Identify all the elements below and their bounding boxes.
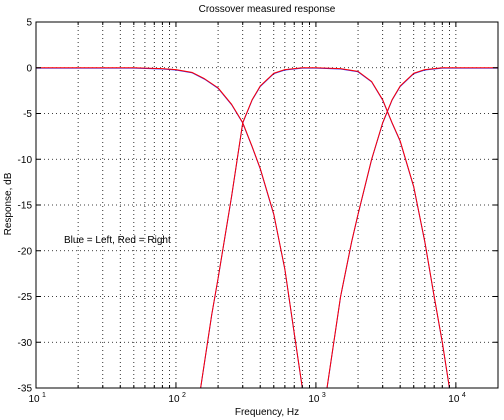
series-line-right-tweeter — [326, 67, 498, 389]
y-tick-label: 0 — [26, 63, 32, 74]
y-tick-label: -20 — [18, 246, 33, 257]
series-line-left-midrange — [200, 67, 450, 389]
chart-title: Crossover measured response — [199, 4, 336, 15]
x-tick-label: 10 — [308, 394, 320, 405]
grid-layer — [36, 22, 498, 388]
y-tick-label: 5 — [26, 18, 32, 29]
x-tick-label: 10 — [448, 394, 460, 405]
series-line-left-tweeter — [326, 67, 498, 389]
x-tick-label-exponent: 3 — [322, 392, 326, 399]
x-tick-label-exponent: 4 — [462, 392, 466, 399]
y-tick-label: -5 — [23, 109, 32, 120]
y-tick-label: -25 — [18, 292, 33, 303]
x-axis-title: Frequency, Hz — [235, 407, 299, 418]
y-tick-label: -10 — [18, 155, 33, 166]
x-tick-label-exponent: 1 — [42, 392, 46, 399]
y-tick-label: -35 — [18, 384, 33, 395]
label-layer: 10 1 10 2 10 3 10 450-5-10-15-20-25-30-35 — [18, 18, 466, 406]
legend-annotation: Blue = Left, Red = Right — [64, 235, 171, 246]
x-tick-label: 10 — [168, 394, 180, 405]
series-line-right-woofer — [36, 67, 303, 389]
series-line-left-woofer — [36, 67, 303, 389]
tick-layer — [35, 21, 498, 389]
y-axis-title: Response, dB — [3, 172, 14, 235]
y-tick-label: -15 — [18, 201, 33, 212]
x-tick-label: 10 — [28, 394, 40, 405]
series-line-right-midrange — [200, 67, 450, 389]
series-layer — [36, 67, 498, 389]
y-tick-label: -30 — [18, 338, 33, 349]
x-tick-label-exponent: 2 — [182, 392, 186, 399]
